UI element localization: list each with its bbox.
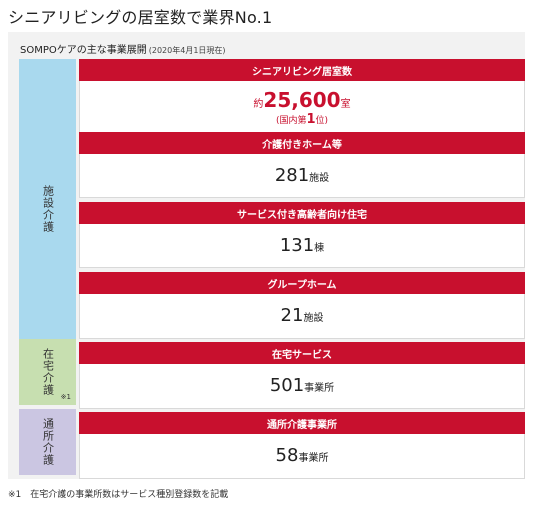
card-body: 501事業所: [79, 364, 525, 409]
facility-care-label: 施設介護: [19, 59, 76, 359]
card-value: 58事業所: [275, 445, 329, 466]
card-serviced-housing: サービス付き高齢者向け住宅 131棟: [79, 202, 525, 268]
home-care-note: ※1: [60, 393, 71, 401]
card-title: 在宅サービス: [79, 342, 525, 364]
card-value: 21施設: [280, 305, 324, 326]
card-value: 281施設: [274, 164, 330, 186]
facility-care-text: 施設介護: [41, 185, 55, 233]
card-title: 通所介護事業所: [79, 412, 525, 434]
card-body: 281施設: [79, 154, 525, 198]
daycare-text: 通所介護: [41, 418, 55, 466]
card-home-services: 在宅サービス 501事業所: [79, 342, 525, 409]
card-daycare-offices: 通所介護事業所 58事業所: [79, 412, 525, 479]
card-body: 58事業所: [79, 434, 525, 479]
home-care-label: 在宅介護 ※1: [19, 339, 76, 405]
card-group-homes: グループホーム 21施設: [79, 272, 525, 339]
footnote: ※1 在宅介護の事業所数はサービス種別登録数を記載: [8, 490, 229, 500]
card-body: 131棟: [79, 224, 525, 268]
subtitle-text: SOMPOケアの主な事業展開: [20, 45, 147, 56]
card-senior-living-rooms: シニアリビング居室数 約25,600室 (国内第1位): [79, 59, 525, 137]
card-care-homes: 介護付きホーム等 281施設: [79, 132, 525, 198]
panel-subtitle: SOMPOケアの主な事業展開 (2020年4月1日現在): [20, 41, 226, 56]
card-title: シニアリビング居室数: [79, 59, 525, 81]
card-value: 501事業所: [269, 375, 335, 396]
subtitle-date: (2020年4月1日現在): [148, 46, 226, 55]
card-body: 21施設: [79, 294, 525, 339]
card-title: 介護付きホーム等: [79, 132, 525, 154]
daycare-label: 通所介護: [19, 409, 76, 475]
rank-note: (国内第1位): [275, 112, 329, 127]
card-value: 約25,600室: [253, 88, 351, 112]
card-value: 131棟: [279, 234, 325, 256]
card-title: サービス付き高齢者向け住宅: [79, 202, 525, 224]
card-title: グループホーム: [79, 272, 525, 294]
business-panel: SOMPOケアの主な事業展開 (2020年4月1日現在) 施設介護 在宅介護 ※1…: [8, 32, 525, 479]
page-title: シニアリビングの居室数で業界No.1: [8, 8, 273, 27]
home-care-text: 在宅介護: [41, 348, 55, 396]
card-body: 約25,600室 (国内第1位): [79, 81, 525, 137]
